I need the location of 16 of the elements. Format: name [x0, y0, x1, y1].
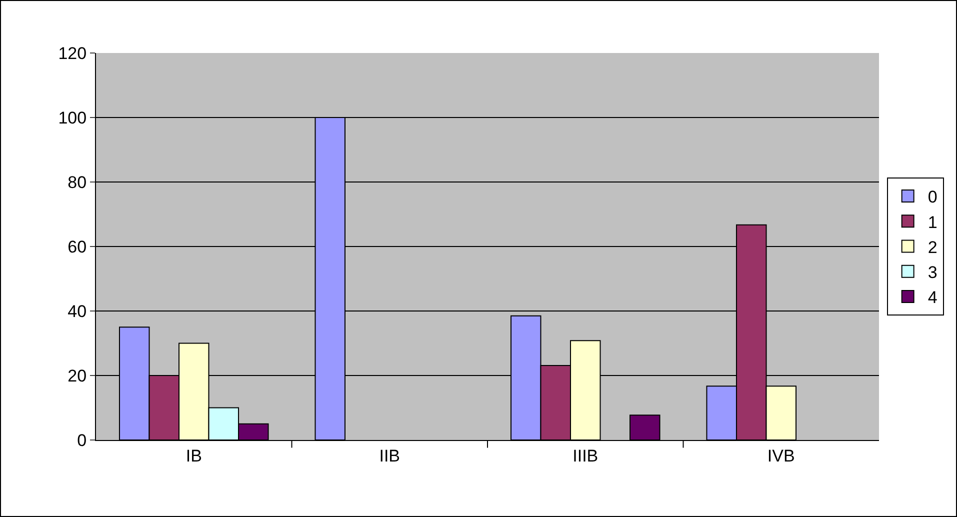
- x-tick-label: IIB: [379, 446, 400, 466]
- y-tick-label: 40: [68, 302, 87, 321]
- x-tick-label: IB: [186, 446, 202, 466]
- y-tick-label: 0: [77, 430, 87, 450]
- legend-label: 0: [928, 188, 938, 207]
- x-tick-label: IIIB: [572, 446, 598, 466]
- legend-label: 1: [928, 212, 938, 232]
- y-tick-label: 80: [68, 172, 87, 192]
- y-tick-label: 20: [68, 366, 87, 386]
- x-tick-label: IVB: [767, 446, 795, 466]
- legend-label: 2: [928, 238, 938, 257]
- legend-label: 4: [928, 288, 938, 308]
- y-tick-label: 60: [68, 237, 87, 256]
- legend-label: 3: [928, 262, 938, 282]
- y-tick-label: 100: [58, 108, 87, 128]
- y-tick-label: 120: [58, 44, 87, 63]
